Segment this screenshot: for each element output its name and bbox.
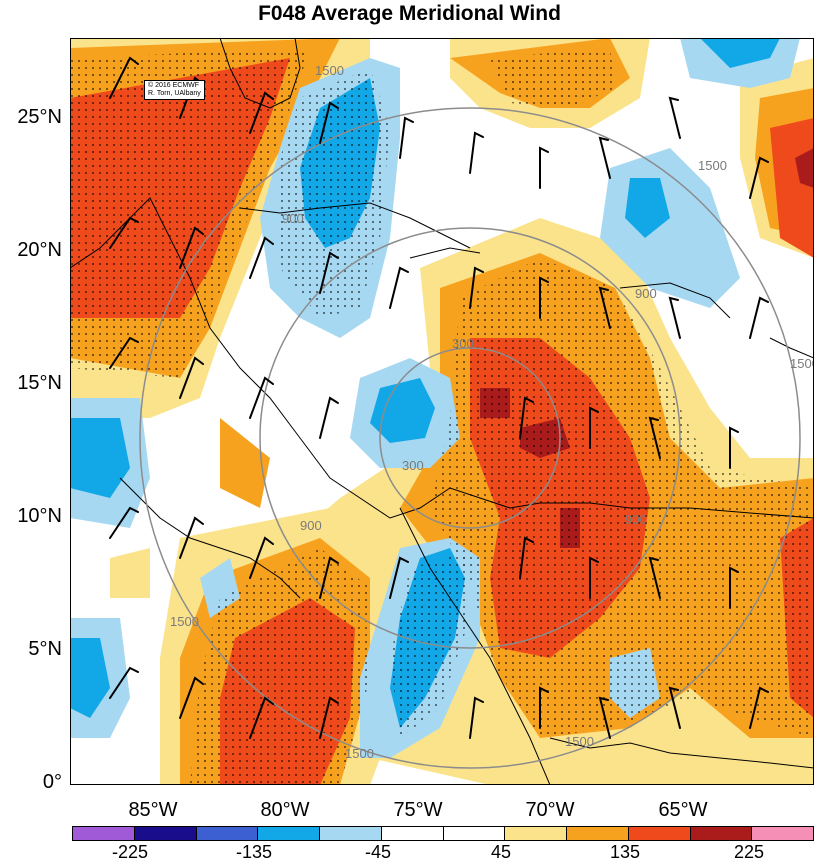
contour-label: 900 [300, 518, 322, 533]
contour-label: 300 [402, 458, 424, 473]
contour-label: 1500 [345, 746, 374, 761]
lat-label: 15°N [17, 372, 62, 394]
lon-label: 65°W [658, 799, 708, 821]
contour-labels: 1500 900 300 900 1500 900 300 900 1500 1… [170, 63, 814, 761]
colorbar-segment [752, 827, 813, 840]
meridional-wind-map: 1500 900 300 900 1500 900 300 900 1500 1… [70, 38, 814, 785]
colorbar-segment [134, 827, 197, 840]
lat-label: 0° [42, 771, 62, 793]
colorbar-segment [567, 827, 629, 840]
contour-label: 1500 [790, 356, 814, 371]
colorbar-label: -45 [364, 842, 391, 862]
colorbar-label: -135 [235, 842, 273, 862]
contour-label: 900 [625, 512, 647, 527]
lat-label: 5°N [28, 638, 62, 660]
contour-label: 1500 [170, 614, 199, 629]
colorbar-segment [320, 827, 382, 840]
coastlines [70, 38, 814, 785]
wind-barbs [109, 56, 769, 739]
credit-line-1: © 2016 ECMWF [148, 82, 200, 89]
colorbar-segment [690, 827, 753, 840]
contour-label: 1500 [698, 158, 727, 173]
contour-label: 1500 [565, 734, 594, 749]
lon-label: 80°W [260, 799, 310, 821]
colorbar-segment [381, 827, 444, 840]
colorbar-segment [258, 827, 320, 840]
colorbar-label: 45 [490, 842, 512, 862]
lon-label: 75°W [393, 799, 443, 821]
lat-label: 20°N [17, 239, 62, 261]
contour-label: 1500 [315, 63, 344, 78]
range-rings [139, 107, 801, 769]
colorbar-segment [505, 827, 567, 840]
contour-label: 300 [452, 336, 474, 351]
colorbar-label: 225 [733, 842, 765, 862]
lon-label: 70°W [525, 799, 575, 821]
colorbar-segment [628, 827, 691, 840]
colorbar-segment [443, 827, 506, 840]
map-title: F048 Average Meridional Wind [258, 2, 561, 25]
colorbar-label: -225 [111, 842, 149, 862]
credit-line-2: R. Torn, UAlbany [148, 90, 201, 97]
colorbar-segment [196, 827, 259, 840]
lat-label: 25°N [17, 106, 62, 128]
stippling [70, 48, 814, 785]
contour-label: 900 [635, 286, 657, 301]
colorbar [72, 826, 814, 841]
colorbar-label: 135 [609, 842, 641, 862]
contour-label: 900 [282, 211, 304, 226]
lon-label: 85°W [128, 799, 178, 821]
credit-box: © 2016 ECMWF R. Torn, UAlbany [144, 80, 205, 100]
map-panel: 1500 900 300 900 1500 900 300 900 1500 1… [70, 38, 814, 785]
colorbar-segment [73, 827, 135, 840]
lat-label: 10°N [17, 505, 62, 527]
